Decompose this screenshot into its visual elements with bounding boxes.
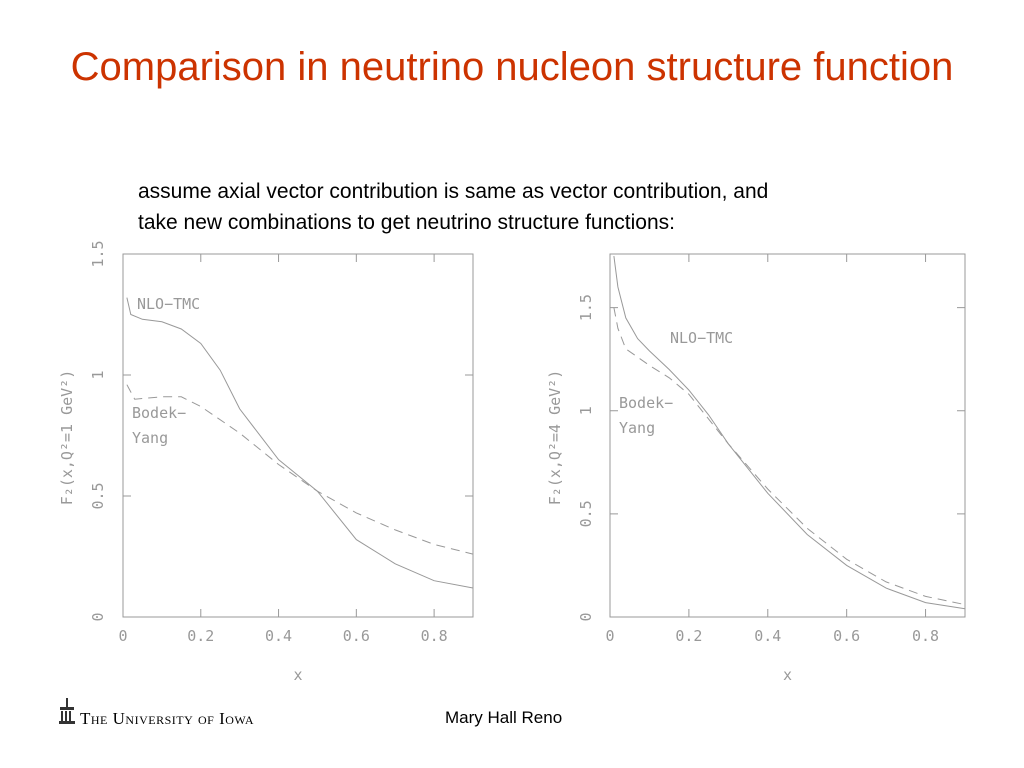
body-text: assume axial vector contribution is same…: [138, 180, 769, 203]
x-tick-label: 0.4: [265, 627, 292, 645]
y-tick-label: 1: [89, 370, 107, 379]
x-axis-title: x: [783, 666, 792, 684]
y-tick-label: 0.5: [577, 500, 595, 527]
y-tick-label: 1: [577, 406, 595, 415]
curve-label: NLO−TMC: [670, 329, 733, 347]
y-tick-label: 1.5: [577, 294, 595, 321]
y-tick-label: 0.5: [89, 482, 107, 509]
curve: [613, 256, 966, 610]
plot-frame: [122, 253, 474, 618]
x-tick-label: 0.2: [675, 627, 702, 645]
x-axis-title: x: [293, 666, 302, 684]
x-tick-label: 0: [605, 627, 614, 645]
logo-icon: [59, 698, 75, 724]
y-axis-title: F₂(x,Q²=1 GeV²): [58, 370, 76, 505]
y-tick-label: 1.5: [89, 240, 107, 267]
author: Mary Hall Reno: [445, 708, 563, 727]
body-text: take new combinations to get neutrino st…: [138, 211, 675, 234]
curve: [126, 297, 474, 589]
x-tick-label: 0: [118, 627, 127, 645]
x-tick-label: 0.8: [912, 627, 939, 645]
curve: [613, 307, 966, 606]
x-tick-label: 0.6: [343, 627, 370, 645]
curve-label: NLO−TMC: [137, 295, 200, 313]
y-tick-label: 0: [89, 612, 107, 621]
curve-label: Bodek− Yang: [132, 404, 186, 447]
y-tick-label: 0: [577, 612, 595, 621]
x-tick-label: 0.6: [833, 627, 860, 645]
curve: [126, 384, 474, 555]
curve-label: Bodek− Yang: [619, 394, 673, 437]
slide-title: Comparison in neutrino nucleon structure…: [70, 45, 954, 89]
plot-frame: [609, 253, 966, 618]
x-tick-label: 0.8: [421, 627, 448, 645]
x-tick-label: 0.2: [187, 627, 214, 645]
logo-text: The University of Iowa: [80, 709, 255, 728]
y-axis-title: F₂(x,Q²=4 GeV²): [546, 370, 564, 505]
x-tick-label: 0.4: [754, 627, 781, 645]
